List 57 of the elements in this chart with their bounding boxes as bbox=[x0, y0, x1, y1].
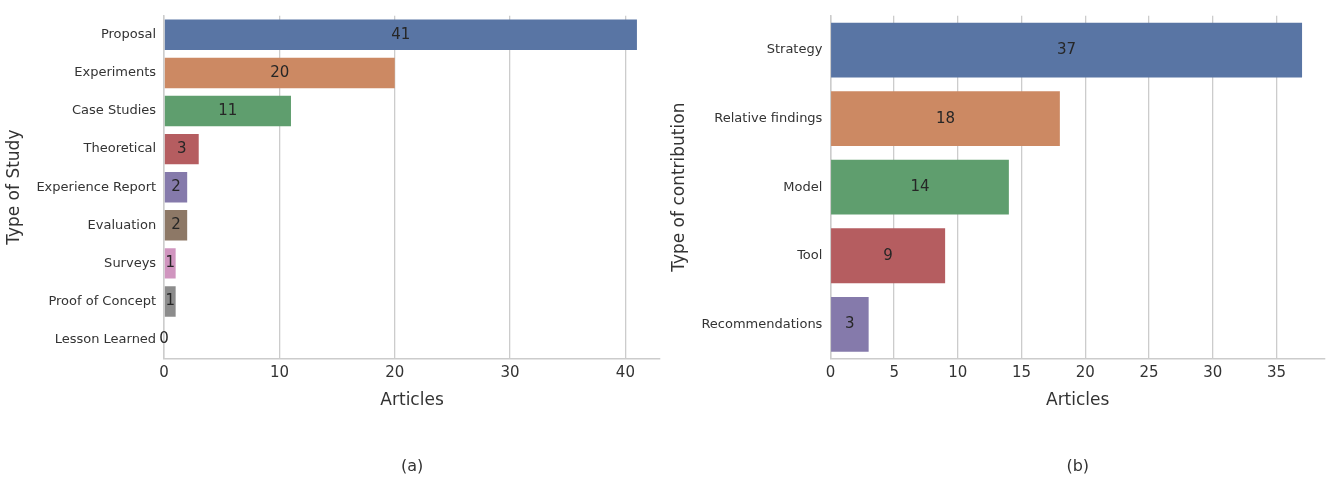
data-label: 41 bbox=[391, 24, 411, 43]
bar bbox=[164, 19, 637, 51]
y-axis-title: Type of Study bbox=[2, 129, 23, 246]
y-tick-label: Experience Report bbox=[36, 178, 157, 194]
x-tick-label: 0 bbox=[825, 363, 836, 382]
bar bbox=[164, 57, 395, 89]
data-label: 2 bbox=[171, 177, 181, 196]
x-tick-label: 30 bbox=[1203, 363, 1223, 382]
x-tick-label: 20 bbox=[385, 363, 405, 382]
bar bbox=[831, 22, 1303, 78]
y-tick-label: Theoretical bbox=[82, 140, 157, 156]
x-tick-label: 35 bbox=[1267, 363, 1287, 382]
bar bbox=[164, 133, 199, 165]
x-tick-label: 10 bbox=[948, 363, 968, 382]
y-tick-label: Case Studies bbox=[71, 102, 157, 118]
data-label: 3 bbox=[176, 139, 187, 157]
data-label: 0 bbox=[159, 329, 169, 348]
y-tick-label: Tool bbox=[796, 247, 823, 263]
bar bbox=[831, 296, 869, 352]
bar bbox=[831, 91, 1060, 147]
x-tick-label: 40 bbox=[615, 363, 635, 382]
data-label: 20 bbox=[270, 62, 290, 81]
data-label: 9 bbox=[883, 245, 893, 264]
y-tick-label: Proof of Concept bbox=[48, 292, 157, 308]
data-label: 3 bbox=[845, 314, 855, 333]
y-tick-label: Recommendations bbox=[701, 315, 823, 331]
y-tick-label: Relative findings bbox=[714, 110, 823, 126]
text: (b) bbox=[1066, 456, 1090, 476]
x-tick-label: 0 bbox=[159, 363, 169, 382]
y-tick-label: Surveys bbox=[104, 254, 157, 270]
y-axis-title: Type of contribution bbox=[667, 102, 688, 273]
data-label: 11 bbox=[218, 100, 238, 119]
text: (a) bbox=[400, 456, 424, 476]
x-tick-label: 15 bbox=[1012, 363, 1032, 382]
x-tick-label: 5 bbox=[889, 363, 899, 382]
data-label: 1 bbox=[165, 291, 175, 310]
data-label: 18 bbox=[935, 108, 955, 127]
data-label: 2 bbox=[171, 215, 181, 234]
y-tick-label: Proposal bbox=[100, 26, 157, 42]
bar bbox=[831, 228, 946, 284]
x-tick-label: 30 bbox=[500, 363, 520, 382]
y-tick-label: Strategy bbox=[766, 41, 823, 57]
data-label: 1 bbox=[165, 253, 175, 272]
x-tick-label: 10 bbox=[269, 363, 289, 382]
y-tick-label: Experiments bbox=[74, 64, 157, 80]
y-tick-label: Lesson Learned bbox=[54, 330, 157, 346]
x-axis-title: Articles bbox=[1046, 389, 1110, 410]
x-tick-label: 25 bbox=[1139, 363, 1159, 382]
x-tick-label: 20 bbox=[1075, 363, 1095, 382]
y-tick-label: Model bbox=[783, 178, 823, 194]
bar bbox=[164, 95, 291, 127]
bar bbox=[164, 210, 188, 241]
y-tick-label: Evaluation bbox=[87, 216, 157, 232]
data-label: 37 bbox=[1057, 39, 1077, 58]
bar bbox=[831, 159, 1009, 215]
x-axis-title: Articles bbox=[380, 389, 444, 410]
data-label: 14 bbox=[910, 177, 930, 196]
